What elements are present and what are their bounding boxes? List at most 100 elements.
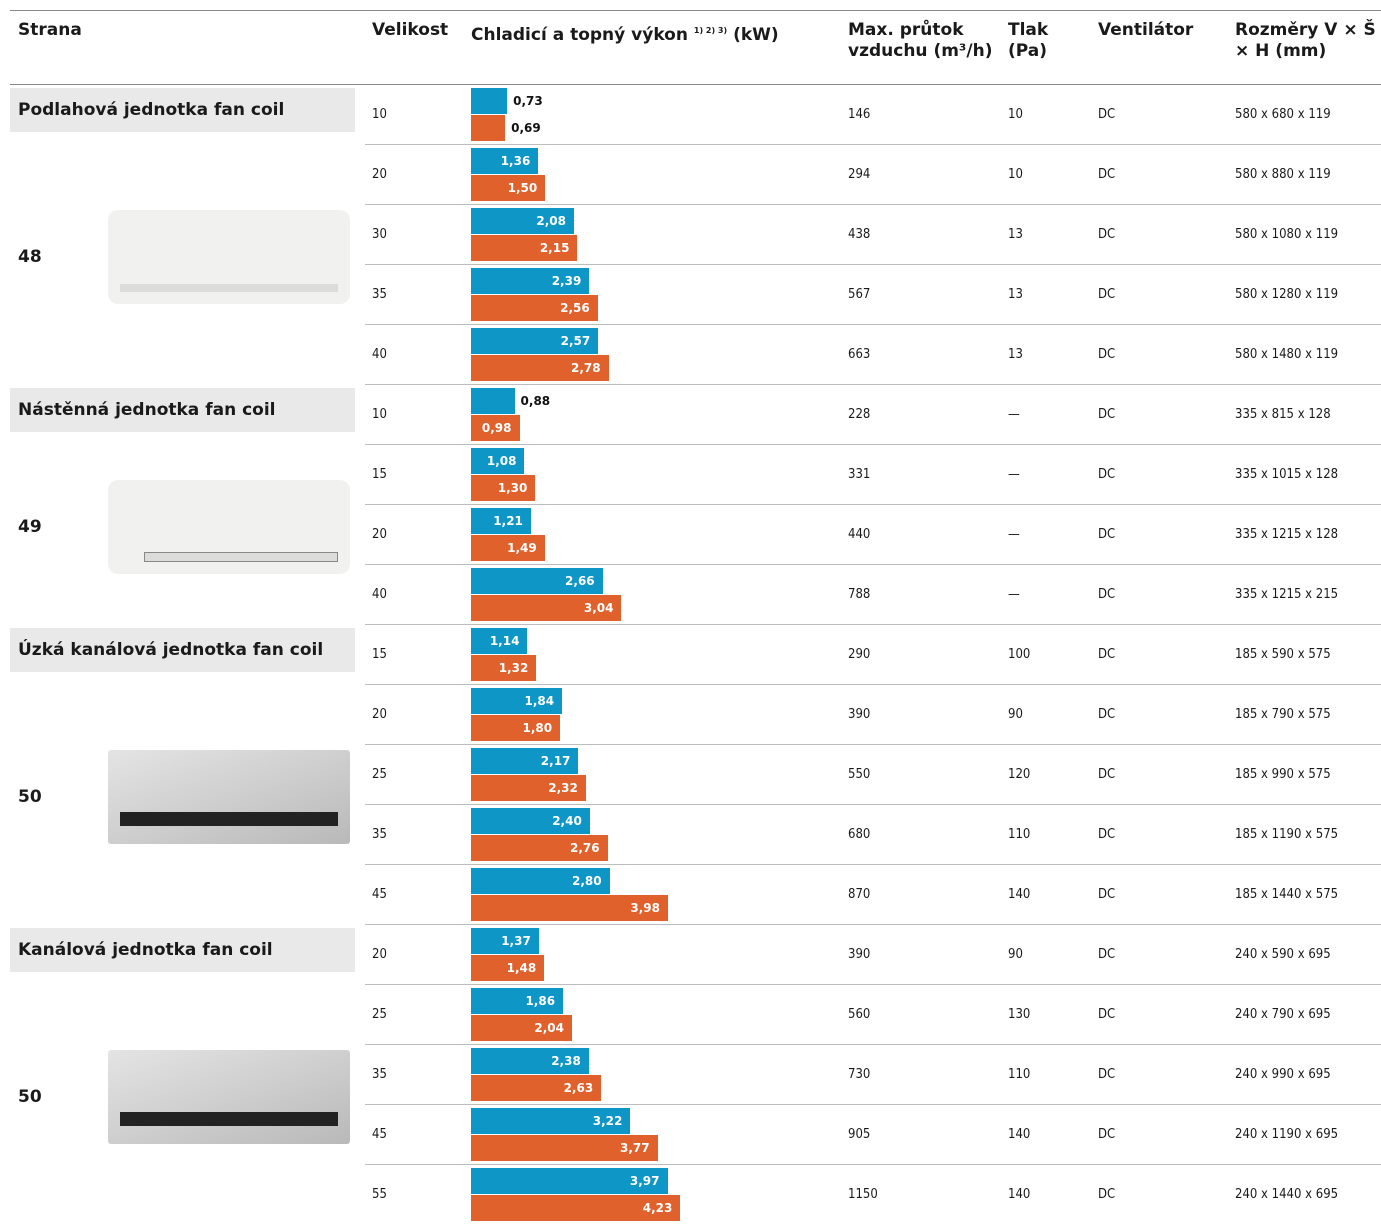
cooling-bar	[471, 328, 599, 354]
cooling-label: 1,08	[486, 454, 517, 468]
size: 45	[372, 887, 387, 902]
cooling-bar	[471, 1108, 631, 1134]
size: 20	[372, 947, 387, 962]
cooling-bar	[471, 928, 539, 954]
heating-label: 3,98	[630, 901, 660, 915]
airflow: 390	[848, 707, 871, 722]
pressure: 13	[1008, 287, 1023, 302]
airflow: 663	[848, 347, 871, 362]
fan: DC	[1098, 587, 1116, 602]
airflow: 290	[848, 647, 871, 662]
cooling-bar	[471, 208, 574, 234]
heating-label: 2,78	[571, 361, 601, 375]
cooling-label: 1,84	[524, 694, 555, 708]
airflow: 550	[848, 767, 871, 782]
row-rule	[365, 624, 1381, 625]
fan: DC	[1098, 287, 1116, 302]
dimensions: 335 x 1215 x 215	[1235, 587, 1339, 602]
pressure: 10	[1008, 107, 1023, 122]
fan: DC	[1098, 527, 1116, 542]
row-rule	[365, 744, 1381, 745]
row-rule	[365, 504, 1381, 505]
cooling-bar	[471, 568, 603, 594]
cooling-label: 2,80	[571, 874, 602, 888]
row-rule	[365, 144, 1381, 145]
airflow: 730	[848, 1067, 871, 1082]
image-detail	[120, 812, 338, 826]
dimensions: 580 x 880 x 119	[1235, 167, 1331, 182]
size: 15	[372, 647, 387, 662]
heating-label: 1,30	[497, 481, 528, 495]
heating-bar	[471, 115, 506, 141]
heating-bar	[471, 475, 536, 501]
row-rule	[365, 804, 1381, 805]
cooling-bar	[471, 508, 531, 534]
cooling-bar	[471, 88, 508, 114]
fan: DC	[1098, 467, 1116, 482]
heating-bar	[471, 775, 586, 801]
col-header-text: Chladicí a topný výkon	[471, 25, 688, 45]
pressure: 100	[1008, 647, 1031, 662]
page-number: 50	[18, 787, 42, 807]
heating-bar	[471, 595, 622, 621]
airflow: 788	[848, 587, 871, 602]
cooling-label: 2,66	[565, 574, 595, 588]
cooling-bar	[471, 688, 563, 714]
cooling-label: 2,08	[536, 214, 566, 228]
heating-label: 1,48	[506, 961, 537, 975]
row-rule	[365, 924, 1381, 925]
pressure: 13	[1008, 347, 1023, 362]
fan: DC	[1098, 407, 1116, 422]
product-image	[108, 1050, 350, 1144]
pressure: —	[1008, 527, 1020, 542]
dimensions: 185 x 590 x 575	[1235, 647, 1331, 662]
airflow: 680	[848, 827, 871, 842]
col-header: Max. průtok vzduchu (m³/h)	[848, 20, 993, 61]
cooling-label: 1,37	[501, 934, 531, 948]
fan: DC	[1098, 887, 1116, 902]
image-detail	[120, 284, 338, 292]
dimensions: 240 x 590 x 695	[1235, 947, 1331, 962]
group-title: Úzká kanálová jednotka fan coil	[10, 628, 355, 672]
cooling-bar	[471, 868, 610, 894]
pressure: 140	[1008, 1127, 1031, 1142]
heating-label: 0,69	[511, 121, 541, 135]
fan: DC	[1098, 227, 1116, 242]
dimensions: 335 x 815 x 128	[1235, 407, 1331, 422]
heating-label: 2,04	[534, 1021, 564, 1035]
col-header: Tlak (Pa)	[1008, 20, 1049, 61]
size: 30	[372, 227, 387, 242]
heating-label: 4,23	[642, 1201, 673, 1215]
pressure: —	[1008, 467, 1020, 482]
cooling-bar	[471, 388, 515, 414]
top-rule	[10, 10, 1381, 11]
pressure: 140	[1008, 887, 1031, 902]
cooling-label: 2,17	[540, 754, 571, 768]
col-header: Strana	[18, 20, 82, 40]
row-rule	[365, 564, 1381, 565]
heating-bar	[471, 835, 608, 861]
cooling-bar	[471, 988, 564, 1014]
size: 20	[372, 527, 387, 542]
cooling-bar	[471, 748, 579, 774]
dimensions: 580 x 1080 x 119	[1235, 227, 1339, 242]
size: 40	[372, 587, 387, 602]
pressure: 110	[1008, 827, 1031, 842]
cooling-label: 3,22	[592, 1114, 623, 1128]
airflow: 1150	[848, 1187, 878, 1202]
cooling-label: 0,73	[513, 94, 543, 108]
airflow: 331	[848, 467, 871, 482]
fan: DC	[1098, 947, 1116, 962]
cooling-label: 2,40	[552, 814, 582, 828]
cooling-label: 1,86	[525, 994, 556, 1008]
row-rule	[365, 384, 1381, 385]
size: 55	[372, 1187, 387, 1202]
row-rule	[365, 984, 1381, 985]
dimensions: 335 x 1015 x 128	[1235, 467, 1339, 482]
row-rule	[365, 444, 1381, 445]
heating-label: 3,77	[620, 1141, 650, 1155]
airflow: 440	[848, 527, 871, 542]
heating-bar	[471, 1015, 572, 1041]
cooling-bar	[471, 268, 590, 294]
product-image	[108, 750, 350, 844]
